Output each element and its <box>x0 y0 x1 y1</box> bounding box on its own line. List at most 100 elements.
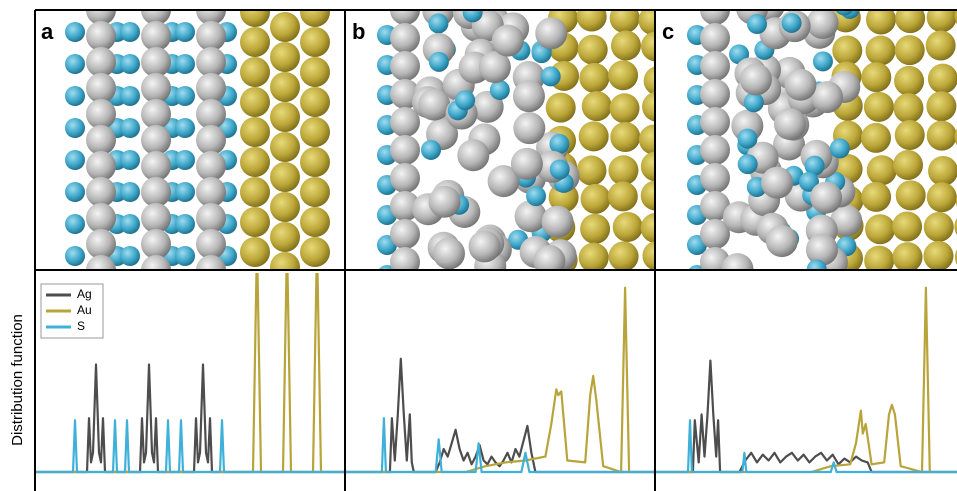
atom <box>490 80 510 100</box>
atom <box>162 278 182 298</box>
atom <box>611 30 641 60</box>
atom <box>141 47 171 77</box>
atom <box>141 177 171 207</box>
atom <box>65 214 85 234</box>
atom <box>175 182 195 202</box>
atom <box>270 192 300 222</box>
figure: Distribution function aAgAuSbc <box>0 0 957 491</box>
atom <box>737 129 757 149</box>
atom <box>579 121 609 151</box>
atom <box>893 242 923 272</box>
atom <box>120 86 140 106</box>
atom <box>457 139 489 171</box>
atom <box>927 182 957 212</box>
atom <box>86 151 116 181</box>
atom <box>546 93 576 123</box>
atom <box>175 22 195 42</box>
atom <box>766 225 798 257</box>
atom <box>429 52 449 72</box>
atom <box>300 207 330 237</box>
series-line <box>656 288 957 472</box>
y-axis-label: Distribution function <box>9 314 26 446</box>
atom <box>896 180 926 210</box>
atom <box>120 214 140 234</box>
atom <box>927 2 957 32</box>
atom <box>418 89 450 121</box>
atom <box>270 102 300 132</box>
atom <box>784 69 816 101</box>
atom <box>642 92 672 122</box>
atom <box>175 214 195 234</box>
atom <box>240 87 270 117</box>
atom <box>300 117 330 147</box>
atom <box>700 135 730 165</box>
atom <box>175 118 195 138</box>
atom <box>175 150 195 170</box>
atom <box>861 182 891 212</box>
atom <box>196 73 226 103</box>
atom <box>65 86 85 106</box>
atom <box>196 177 226 207</box>
atom <box>542 206 574 238</box>
atom <box>196 151 226 181</box>
atom <box>526 186 546 206</box>
atom <box>141 99 171 129</box>
atom <box>608 181 638 211</box>
atom <box>390 51 420 81</box>
atom <box>761 167 793 199</box>
atom <box>429 186 461 218</box>
atom <box>893 93 923 123</box>
atom <box>582 91 612 121</box>
atom <box>120 22 140 42</box>
atom <box>240 0 270 27</box>
atom <box>926 31 956 61</box>
atom <box>196 47 226 77</box>
panel-label: b <box>352 19 365 44</box>
atom <box>511 148 543 180</box>
series-line <box>35 420 345 472</box>
atom <box>270 72 300 102</box>
atom <box>196 21 226 51</box>
atom <box>807 7 839 39</box>
atom <box>141 21 171 51</box>
atom <box>642 241 672 271</box>
atom <box>86 21 116 51</box>
atom <box>608 155 638 185</box>
atom <box>580 214 610 244</box>
atom <box>240 57 270 87</box>
series-line <box>656 361 957 472</box>
atom <box>577 1 607 31</box>
atom <box>492 25 524 57</box>
atom <box>613 212 643 242</box>
panel-atoms <box>65 0 330 298</box>
atom <box>175 278 195 298</box>
atom <box>608 60 638 90</box>
atom <box>196 99 226 129</box>
atom <box>65 182 85 202</box>
atom <box>579 63 609 93</box>
atom <box>774 108 806 140</box>
atom <box>390 163 420 193</box>
atom <box>469 230 501 262</box>
atom <box>865 214 895 244</box>
atom <box>300 27 330 57</box>
atom <box>513 80 545 112</box>
atom <box>120 54 140 74</box>
series-line <box>346 288 655 472</box>
atom <box>107 278 127 298</box>
atom <box>810 182 842 214</box>
atom <box>610 122 640 152</box>
atom <box>895 120 925 150</box>
atom <box>455 90 475 110</box>
atom <box>928 156 957 186</box>
atom <box>866 4 896 34</box>
atom <box>120 182 140 202</box>
atom <box>141 125 171 155</box>
atom <box>866 36 896 66</box>
atom <box>196 229 226 259</box>
atom <box>892 211 922 241</box>
atom <box>513 112 545 144</box>
atom <box>196 125 226 155</box>
atom <box>240 237 270 267</box>
